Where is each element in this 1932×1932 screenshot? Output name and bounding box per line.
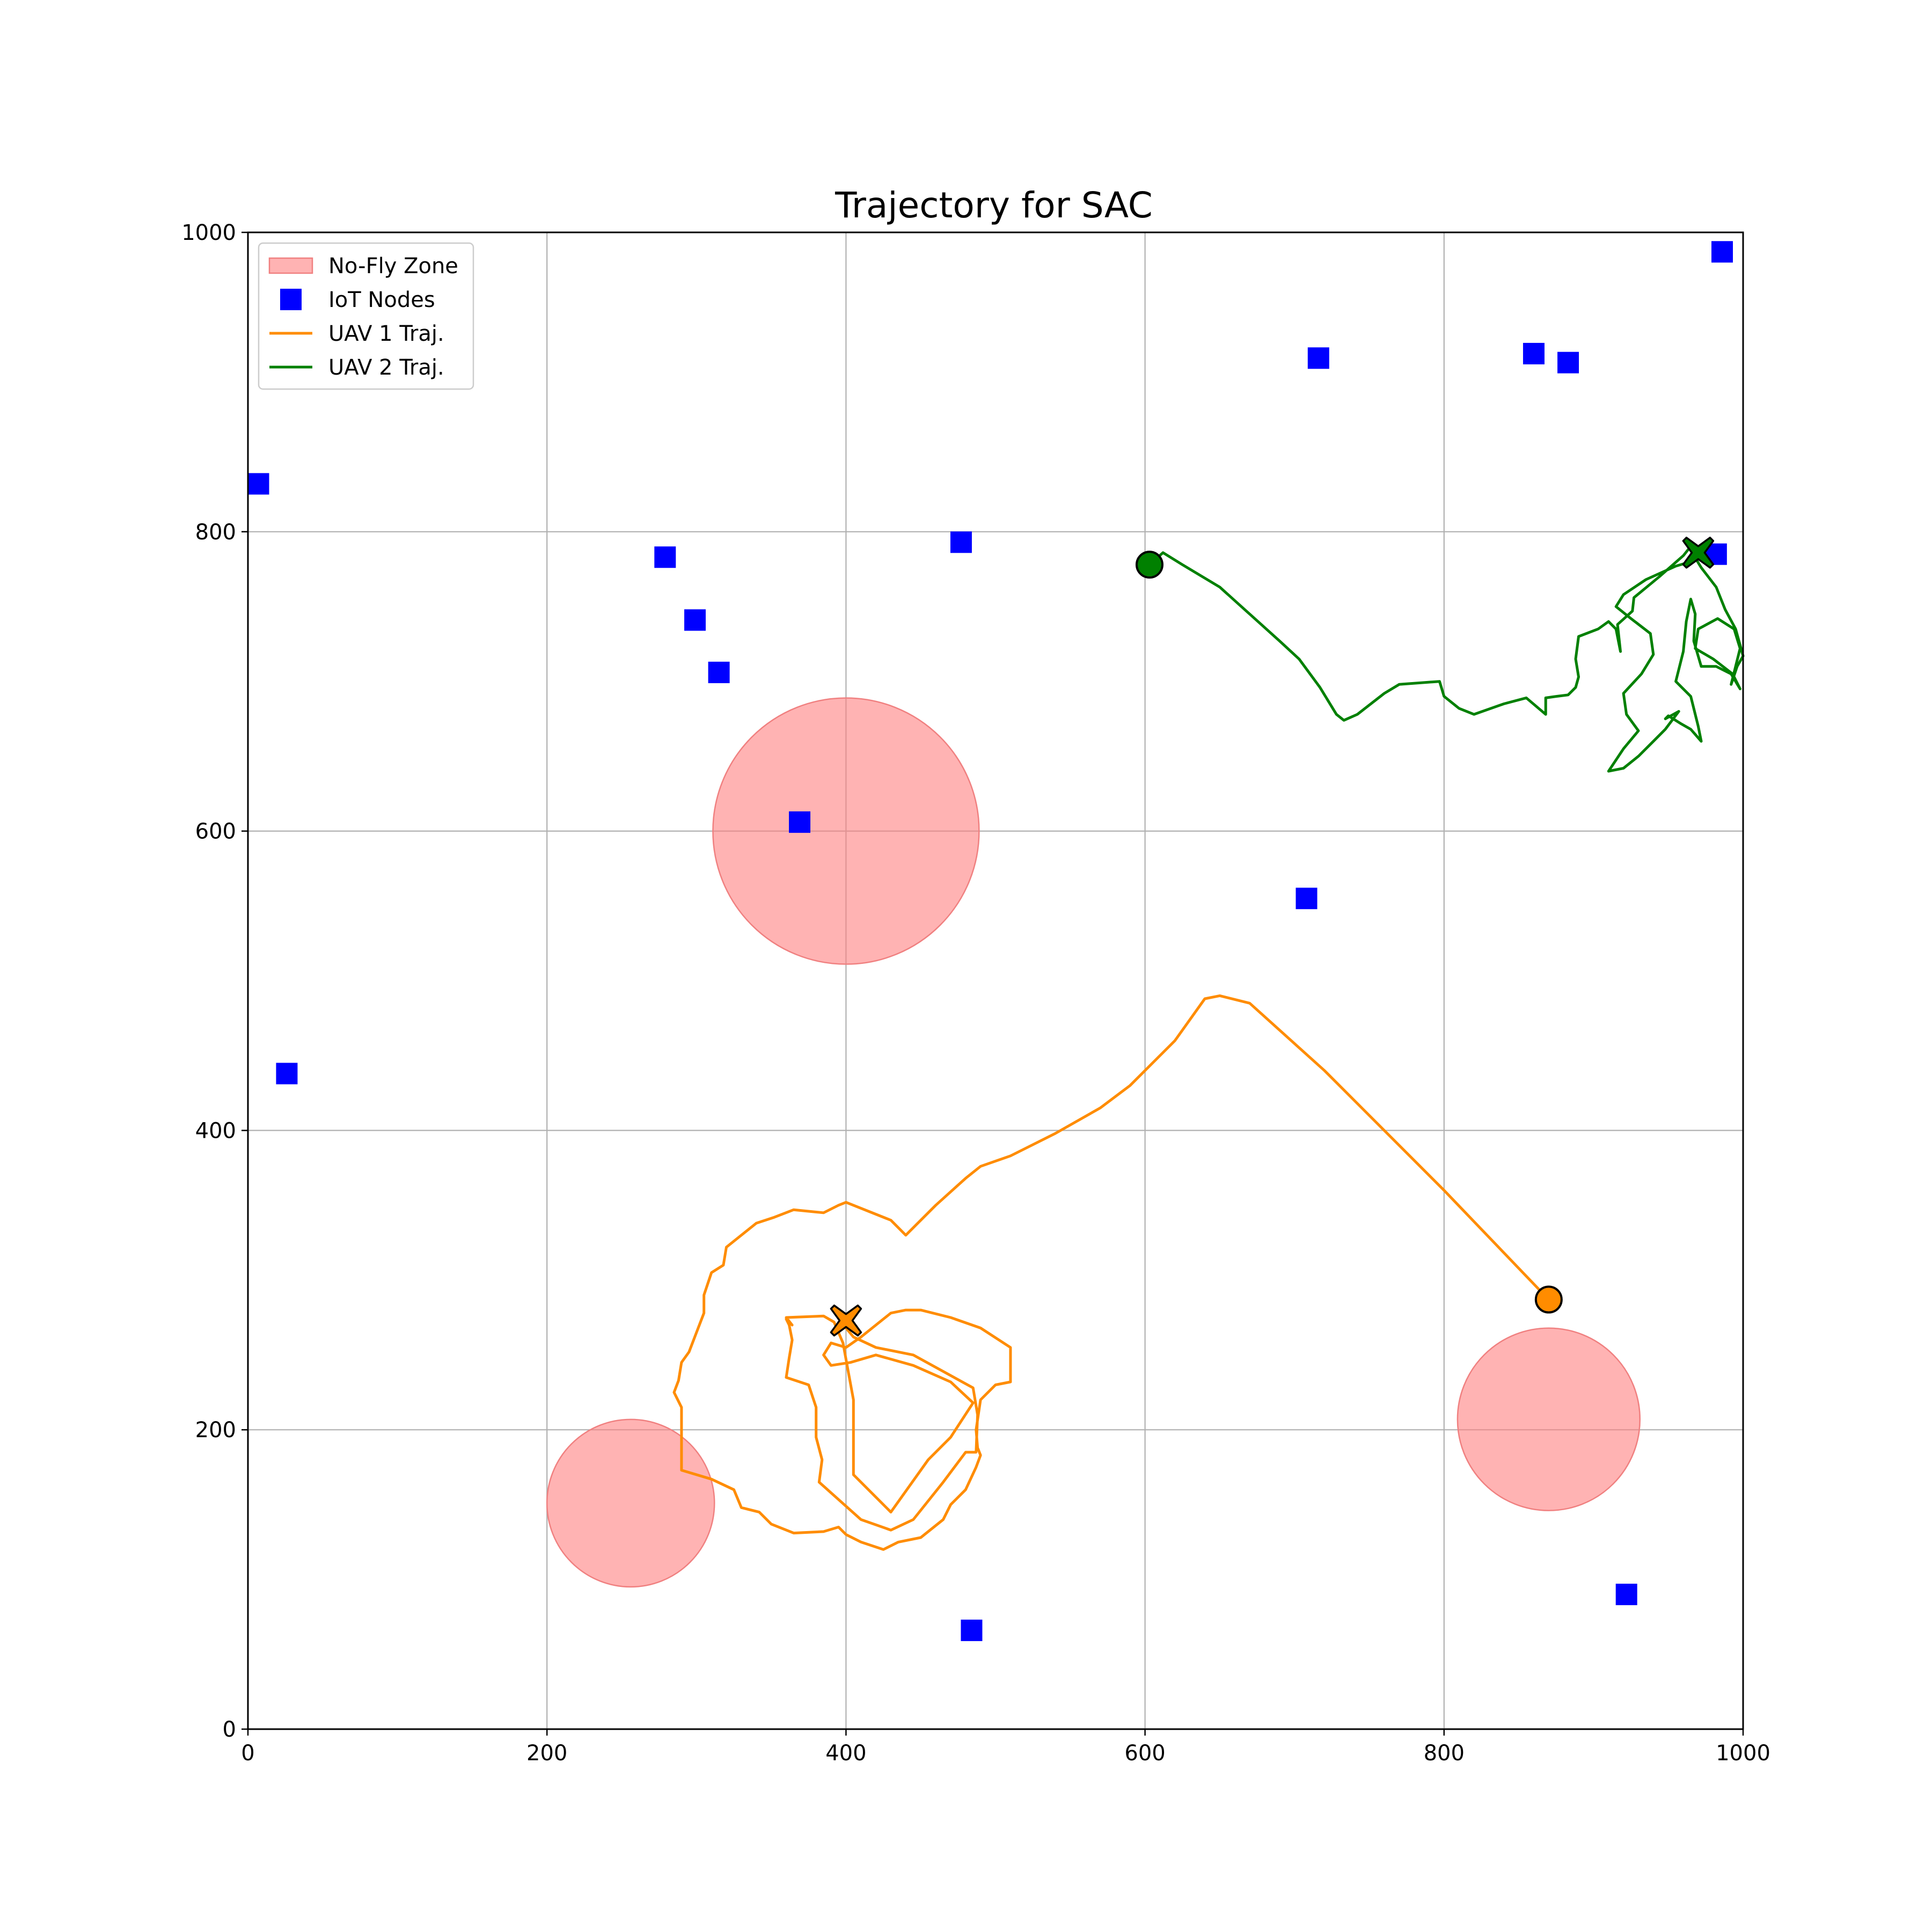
- uav-markers: [830, 537, 1715, 1337]
- uav-start-marker: [1534, 1285, 1563, 1314]
- uav-start-marker: [1135, 551, 1163, 579]
- uav-trajectory-line: [672, 994, 1550, 1551]
- iot-node-marker: [1307, 347, 1329, 369]
- legend-label: IoT Nodes: [328, 288, 435, 312]
- legend: No-Fly Zone IoT Nodes UAV 1 Traj. UAV 2 Tra…: [258, 242, 474, 390]
- iot-node-marker: [789, 811, 811, 833]
- uav-trajectory-line: [1148, 547, 1745, 773]
- iot-node-marker: [961, 1619, 983, 1641]
- y-tick-label: 800: [195, 520, 236, 545]
- grid-lines: [247, 231, 1744, 1730]
- iot-node-marker: [1615, 1583, 1637, 1605]
- iot-node-marker: [1557, 352, 1579, 374]
- legend-swatch-no-fly-zone: [268, 257, 313, 274]
- iot-node-marker: [654, 546, 676, 568]
- uav-end-marker: [830, 1304, 862, 1337]
- y-tick-label: 400: [195, 1118, 236, 1143]
- iot-node-marker: [1711, 241, 1733, 263]
- iot-node-marker: [276, 1063, 298, 1085]
- y-tick-label: 1000: [181, 221, 236, 245]
- axis-ticks: 0 200 400 600 800 1000 0 200 400 600 800 1000: [181, 221, 1770, 1766]
- no-fly-zone: [546, 1418, 715, 1588]
- legend-label: No-Fly Zone: [328, 254, 458, 279]
- iot-node-marker: [1523, 342, 1545, 364]
- x-tick-label: 200: [526, 1741, 567, 1766]
- chart-title: Trajectory for SAC: [835, 185, 1153, 226]
- x-tick-label: 600: [1124, 1741, 1165, 1766]
- iot-node-marker: [1296, 888, 1318, 910]
- uav-end-marker: [1682, 537, 1715, 569]
- x-tick-label: 400: [825, 1741, 866, 1766]
- no-fly-zone: [712, 697, 980, 965]
- iot-node-marker: [950, 531, 972, 553]
- iot-node-marker: [708, 661, 730, 683]
- legend-swatch-iot-nodes: [280, 289, 302, 310]
- legend-label: UAV 1 Traj.: [328, 321, 444, 346]
- x-tick-label: 1000: [1716, 1741, 1770, 1766]
- iot-node-marker: [247, 473, 269, 495]
- y-tick-label: 200: [195, 1418, 236, 1443]
- legend-box: [258, 242, 474, 390]
- x-tick-label: 0: [241, 1741, 254, 1766]
- y-tick-label: 600: [195, 819, 236, 844]
- iot-nodes: [247, 241, 1733, 1641]
- legend-label: UAV 2 Traj.: [328, 355, 444, 380]
- plot-frame: [247, 231, 1744, 1730]
- iot-node-marker: [684, 609, 706, 631]
- no-fly-zones: [546, 697, 1641, 1588]
- no-fly-zone: [1457, 1327, 1641, 1511]
- x-tick-label: 800: [1424, 1741, 1465, 1766]
- y-tick-label: 0: [223, 1717, 236, 1742]
- uav-trajectories: [672, 547, 1745, 1551]
